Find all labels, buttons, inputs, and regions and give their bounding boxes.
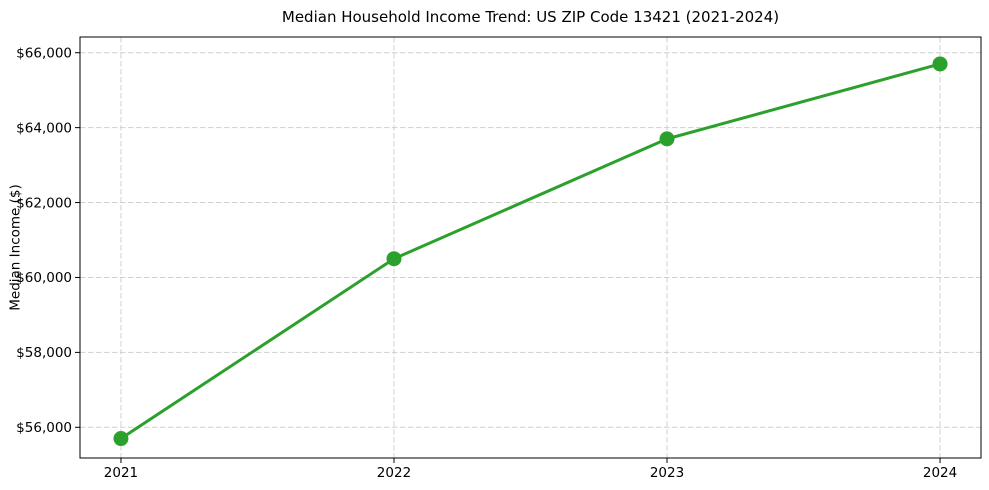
data-point <box>932 56 948 72</box>
data-series-layer <box>113 56 948 447</box>
x-tick-label: 2024 <box>923 465 957 481</box>
axis-layer: $56,000 $58,000 $60,000 $62,000 $64,000 $66,0… <box>16 45 957 481</box>
x-tick-label: 2021 <box>104 465 138 481</box>
grid-layer <box>80 37 981 458</box>
plot-border <box>79 36 982 459</box>
data-point <box>386 251 402 267</box>
y-tick-label: $66,000 <box>16 45 72 61</box>
x-tick-label: 2022 <box>377 465 411 481</box>
data-point <box>659 131 675 147</box>
y-tick-label: $56,000 <box>16 420 72 436</box>
data-point <box>113 431 129 447</box>
trend-line <box>119 62 942 441</box>
x-tick-label: 2023 <box>650 465 684 481</box>
y-tick-label: $58,000 <box>16 345 72 361</box>
chart-title: Median Household Income Trend: US ZIP Co… <box>282 8 779 26</box>
y-tick-label: $60,000 <box>16 270 72 286</box>
y-axis-label: Median Income ($) <box>8 184 24 310</box>
y-tick-label: $62,000 <box>16 195 72 211</box>
y-tick-label: $64,000 <box>16 120 72 136</box>
